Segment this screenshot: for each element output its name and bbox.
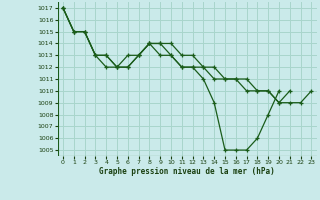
X-axis label: Graphe pression niveau de la mer (hPa): Graphe pression niveau de la mer (hPa)	[99, 167, 275, 176]
